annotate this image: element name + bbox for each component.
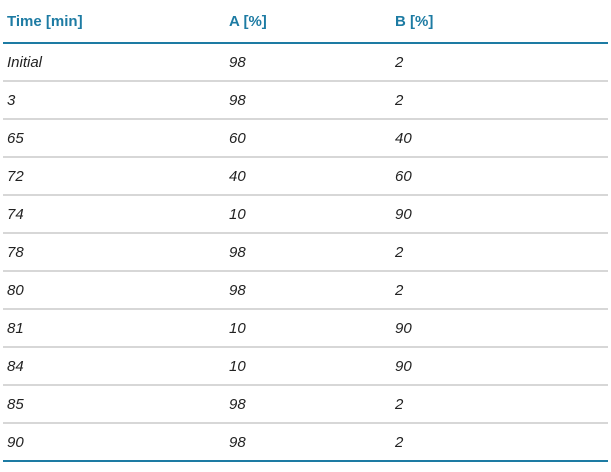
cell-time: 90: [3, 423, 225, 462]
cell-a: 60: [225, 119, 391, 158]
cell-b: 90: [391, 309, 608, 348]
cell-a: 10: [225, 195, 391, 234]
cell-time: Initial: [3, 43, 225, 82]
cell-b: 40: [391, 119, 608, 158]
table-row: 85 98 2: [3, 385, 608, 424]
table-body: Initial 98 2 3 98 2 65 60 40 72 40 60 74: [3, 43, 608, 462]
cell-time: 65: [3, 119, 225, 158]
cell-time: 74: [3, 195, 225, 234]
table-row: 81 10 90: [3, 309, 608, 348]
table-header: Time [min] A [%] B [%]: [3, 0, 608, 44]
cell-b: 2: [391, 81, 608, 120]
cell-b: 60: [391, 157, 608, 196]
cell-a: 98: [225, 43, 391, 82]
column-header-a: A [%]: [225, 0, 391, 44]
cell-a: 10: [225, 347, 391, 386]
cell-time: 81: [3, 309, 225, 348]
cell-time: 72: [3, 157, 225, 196]
cell-a: 98: [225, 385, 391, 424]
cell-b: 2: [391, 271, 608, 310]
cell-a: 98: [225, 423, 391, 462]
cell-a: 98: [225, 271, 391, 310]
cell-time: 84: [3, 347, 225, 386]
cell-time: 80: [3, 271, 225, 310]
table-row: 65 60 40: [3, 119, 608, 158]
table-row: 84 10 90: [3, 347, 608, 386]
cell-b: 2: [391, 233, 608, 272]
cell-b: 90: [391, 195, 608, 234]
table-row: 78 98 2: [3, 233, 608, 272]
cell-b: 90: [391, 347, 608, 386]
cell-a: 40: [225, 157, 391, 196]
gradient-table-container: Time [min] A [%] B [%] Initial 98 2 3 98…: [3, 0, 608, 462]
table-row: Initial 98 2: [3, 43, 608, 82]
cell-time: 3: [3, 81, 225, 120]
table-row: 74 10 90: [3, 195, 608, 234]
cell-b: 2: [391, 385, 608, 424]
cell-a: 98: [225, 81, 391, 120]
gradient-table: Time [min] A [%] B [%] Initial 98 2 3 98…: [3, 0, 608, 462]
table-row: 90 98 2: [3, 423, 608, 462]
table-row: 80 98 2: [3, 271, 608, 310]
cell-b: 2: [391, 43, 608, 82]
cell-a: 98: [225, 233, 391, 272]
cell-a: 10: [225, 309, 391, 348]
cell-b: 2: [391, 423, 608, 462]
table-row: 3 98 2: [3, 81, 608, 120]
column-header-b: B [%]: [391, 0, 608, 44]
column-header-time: Time [min]: [3, 0, 225, 44]
header-row: Time [min] A [%] B [%]: [3, 0, 608, 44]
cell-time: 85: [3, 385, 225, 424]
cell-time: 78: [3, 233, 225, 272]
table-row: 72 40 60: [3, 157, 608, 196]
